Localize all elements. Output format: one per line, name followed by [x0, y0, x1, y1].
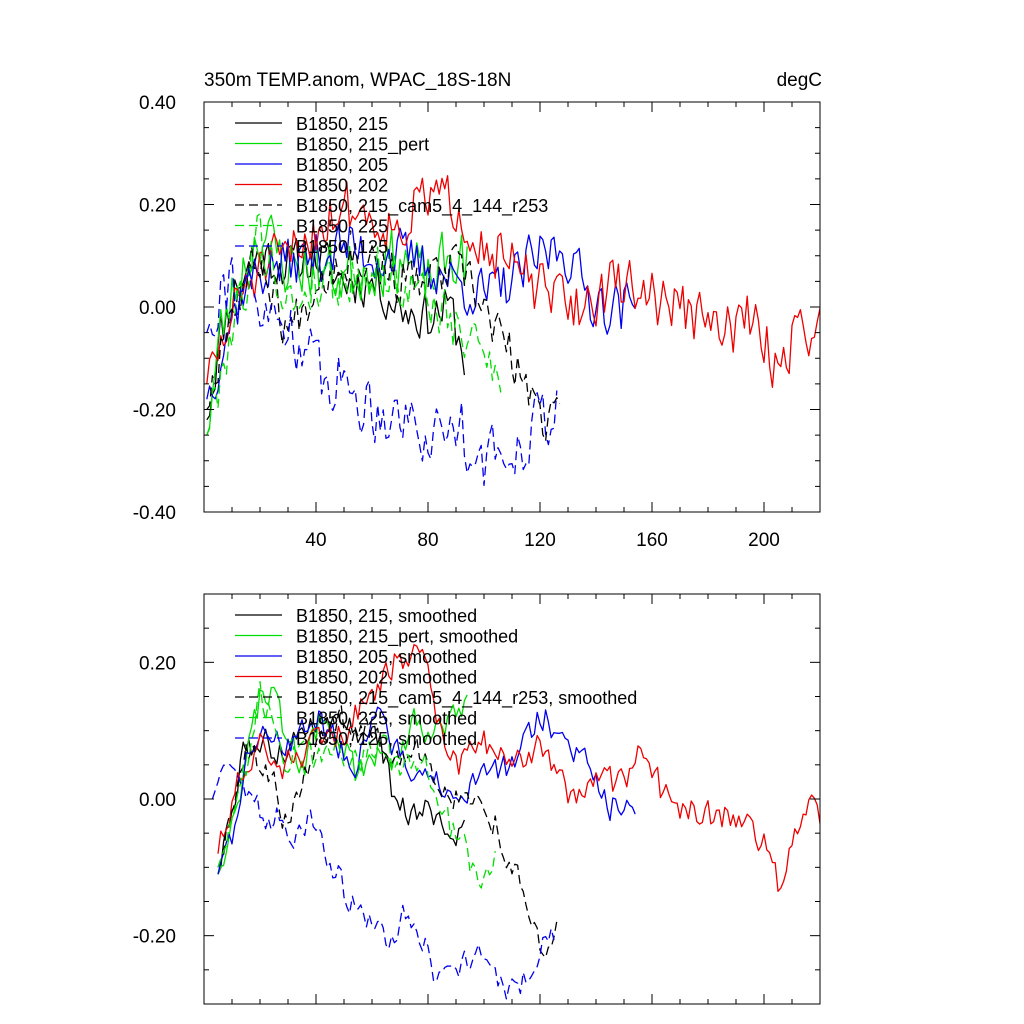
- bottom-series-lines: [211, 644, 820, 1000]
- series-line-7: [206, 257, 558, 487]
- x-tick-label: 40: [305, 530, 326, 551]
- legend-label: B1850, 215_pert: [296, 135, 429, 156]
- series-line-5: [206, 242, 561, 442]
- legend-label: B1850, 215, smoothed: [296, 606, 477, 626]
- series-line-3: [217, 706, 636, 875]
- legend-label: B1850, 125: [296, 237, 388, 257]
- top-chart-units: degC: [777, 70, 822, 91]
- legend-label: B1850, 215: [296, 114, 388, 134]
- legend-label: B1850, 202: [296, 176, 388, 196]
- top-axis-ticks: 40 80 120 160 200 -0.40 -0.20 0.00 0.20 0.40: [133, 93, 820, 551]
- series-line-5: [217, 704, 558, 959]
- y-tick-label: -0.20: [133, 401, 176, 422]
- y-tick-label: 0.00: [139, 298, 176, 319]
- y-tick-label: 0.00: [139, 790, 176, 811]
- x-tick-label: 120: [524, 530, 556, 551]
- y-tick-label: 0.20: [139, 196, 176, 217]
- series-line-6: [206, 213, 502, 436]
- x-tick-label: 80: [417, 530, 438, 551]
- top-series-lines: [206, 175, 820, 487]
- legend-label: B1850, 215_pert, smoothed: [296, 627, 518, 648]
- legend-label: B1850, 225, smoothed: [296, 709, 477, 729]
- legend-label: B1850, 215_cam5_4_144_r253, smoothed: [296, 688, 637, 709]
- series-line-7: [211, 763, 555, 1000]
- series-line-4: [206, 175, 820, 388]
- x-tick-label: 160: [636, 530, 668, 551]
- series-line-3: [206, 223, 636, 400]
- series-line-6: [217, 681, 496, 889]
- legend-label: B1850, 205, smoothed: [296, 647, 477, 667]
- y-tick-label: 0.40: [139, 93, 176, 114]
- bottom-chart: -0.200.000.20 B1850, 215, smoothedB1850,…: [133, 593, 821, 1005]
- x-tick-label: 200: [748, 530, 780, 551]
- series-line-4: [217, 644, 820, 892]
- legend-label: B1850, 225: [296, 217, 388, 237]
- series-line-1: [217, 713, 466, 875]
- legend-label: B1850, 202, smoothed: [296, 668, 477, 688]
- legend-label: B1850, 215_cam5_4_144_r253: [296, 196, 548, 217]
- y-tick-label: -0.40: [133, 503, 176, 524]
- legend-label: B1850, 125, smoothed: [296, 729, 477, 749]
- bottom-axis-ticks: -0.20 0.00 0.20: [133, 593, 820, 1004]
- y-tick-label: 0.20: [139, 653, 176, 674]
- top-chart-title: 350m TEMP.anom, WPAC_18S-18N: [204, 70, 511, 91]
- legend-label: B1850, 205: [296, 155, 388, 175]
- y-tick-label: -0.20: [133, 927, 176, 948]
- top-chart: 350m TEMP.anom, WPAC_18S-18N degC 40 80 12…: [133, 70, 822, 551]
- series-line-1: [206, 238, 466, 421]
